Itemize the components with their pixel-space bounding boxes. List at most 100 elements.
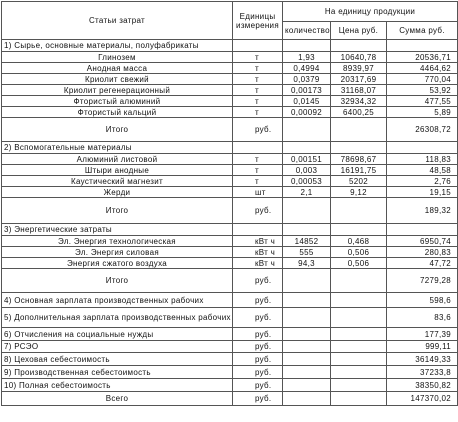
header-cell: Сумма руб. [386, 21, 458, 40]
table-row: 9) Производственная себестоимость руб. 372… [1, 365, 458, 379]
table-cell: Эл. Энергия силовая [1, 246, 233, 258]
table-cell: 10) Полная себестоимость [1, 378, 233, 392]
table-cell: т [232, 175, 283, 187]
table-cell: 8) Цеховая себестоимость [1, 352, 233, 366]
table-cell: 7279,28 [386, 268, 458, 293]
table-cell [330, 352, 387, 366]
table-cell [282, 141, 331, 154]
table-cell: 0,468 [330, 235, 387, 247]
table-cell [330, 268, 387, 293]
table-cell: руб. [232, 307, 283, 328]
table-cell: руб. [232, 365, 283, 379]
table-cell [282, 292, 331, 308]
table-cell [330, 307, 387, 328]
table-cell: Жерди [1, 186, 233, 198]
table-cell: 32934,32 [330, 95, 387, 107]
table-cell: 177,39 [386, 327, 458, 341]
table-cell: 5) Дополнительная зарплата производствен… [1, 307, 233, 328]
table-cell: 6) Отчисления на социальные нужды [1, 327, 233, 341]
table-cell: 7) РСЭО [1, 340, 233, 353]
table-cell [330, 340, 387, 353]
table-cell [386, 223, 458, 236]
table-cell: 10640,78 [330, 51, 387, 63]
table-cell: 31168,07 [330, 84, 387, 96]
table-cell: Эл. Энергия технологическая [1, 235, 233, 247]
table-cell [282, 365, 331, 379]
table-cell [330, 141, 387, 154]
table-cell: 2) Вспомогательные материалы [1, 141, 233, 154]
table-cell: 26308,72 [386, 117, 458, 142]
header-cell: Единицы измерения [232, 1, 283, 40]
table-cell [282, 391, 331, 406]
table-cell: 2,1 [282, 186, 331, 198]
table-cell: 147370,02 [386, 391, 458, 406]
table-cell: 53,92 [386, 84, 458, 96]
table-cell: кВт ч [232, 257, 283, 269]
table-cell [282, 340, 331, 353]
table-row: Штыри анодные т 0,003 16191,75 48,58 [1, 164, 458, 176]
table-cell: 37233,8 [386, 365, 458, 379]
table-cell [232, 141, 283, 154]
table-cell: 1,93 [282, 51, 331, 63]
table-row: 2) Вспомогательные материалы [1, 141, 458, 154]
table-cell [330, 365, 387, 379]
table-cell [232, 39, 283, 52]
table-cell [282, 327, 331, 341]
table-cell: Анодная масса [1, 62, 233, 74]
table-row: 8) Цеховая себестоимость руб. 36149,33 [1, 352, 458, 366]
table-row: 7) РСЭО руб. 999,11 [1, 340, 458, 353]
header-cell: Цена руб. [330, 21, 387, 40]
table-cell [386, 141, 458, 154]
table-cell: Итого [1, 117, 233, 142]
table-cell [282, 307, 331, 328]
table-cell [330, 117, 387, 142]
table-cell: 20317,69 [330, 73, 387, 85]
table-cell: 6400,25 [330, 106, 387, 118]
table-cell: т [232, 84, 283, 96]
table-cell: шт [232, 186, 283, 198]
table-row: Энергия сжатого воздуха кВт ч 94,3 0,506 47,… [1, 257, 458, 269]
table-cell: 118,83 [386, 153, 458, 165]
table-cell: т [232, 153, 283, 165]
table-cell: 4464,62 [386, 62, 458, 74]
table-row: Итого руб. 26308,72 [1, 117, 458, 142]
table-cell: кВт ч [232, 235, 283, 247]
table-cell: Итого [1, 197, 233, 224]
table-row: 1) Сырье, основные материалы, полуфабрик… [1, 39, 458, 52]
table-cell: Итого [1, 268, 233, 293]
table-cell [330, 39, 387, 52]
table-cell: т [232, 95, 283, 107]
table-cell: т [232, 73, 283, 85]
table-cell: 9) Производственная себестоимость [1, 365, 233, 379]
table-cell: Каустический магнезит [1, 175, 233, 187]
table-cell: 16191,75 [330, 164, 387, 176]
table-cell: 280,83 [386, 246, 458, 258]
table-cell: 0,00173 [282, 84, 331, 96]
table-cell [282, 268, 331, 293]
table-cell: 0,506 [330, 246, 387, 258]
table-row: Каустический магнезит т 0,00053 5202 2,76 [1, 175, 458, 187]
table-cell [282, 378, 331, 392]
table-row: Криолит регенерационный т 0,00173 31168,07 5… [1, 84, 458, 96]
table-cell: 5,89 [386, 106, 458, 118]
table-row: Жерди шт 2,1 9,12 19,15 [1, 186, 458, 198]
table-cell: Фтористый алюминий [1, 95, 233, 107]
table-row: 4) Основная зарплата производственных ра… [1, 292, 458, 308]
header-cell: количество [282, 21, 331, 40]
table-cell: 0,00151 [282, 153, 331, 165]
table-cell: 0,00053 [282, 175, 331, 187]
table-cell [282, 39, 331, 52]
table-cell: 189,32 [386, 197, 458, 224]
table-cell: 47,72 [386, 257, 458, 269]
table-cell [330, 391, 387, 406]
cost-table: Статьи затрат Единицы измерения На едини… [1, 1, 458, 406]
table-cell: 0,003 [282, 164, 331, 176]
table-cell: 598,6 [386, 292, 458, 308]
table-cell: 555 [282, 246, 331, 258]
table-row: 10) Полная себестоимость руб. 38350,82 [1, 378, 458, 392]
table-cell: т [232, 106, 283, 118]
table-cell: 2,76 [386, 175, 458, 187]
table-cell: руб. [232, 378, 283, 392]
table-cell: кВт ч [232, 246, 283, 258]
